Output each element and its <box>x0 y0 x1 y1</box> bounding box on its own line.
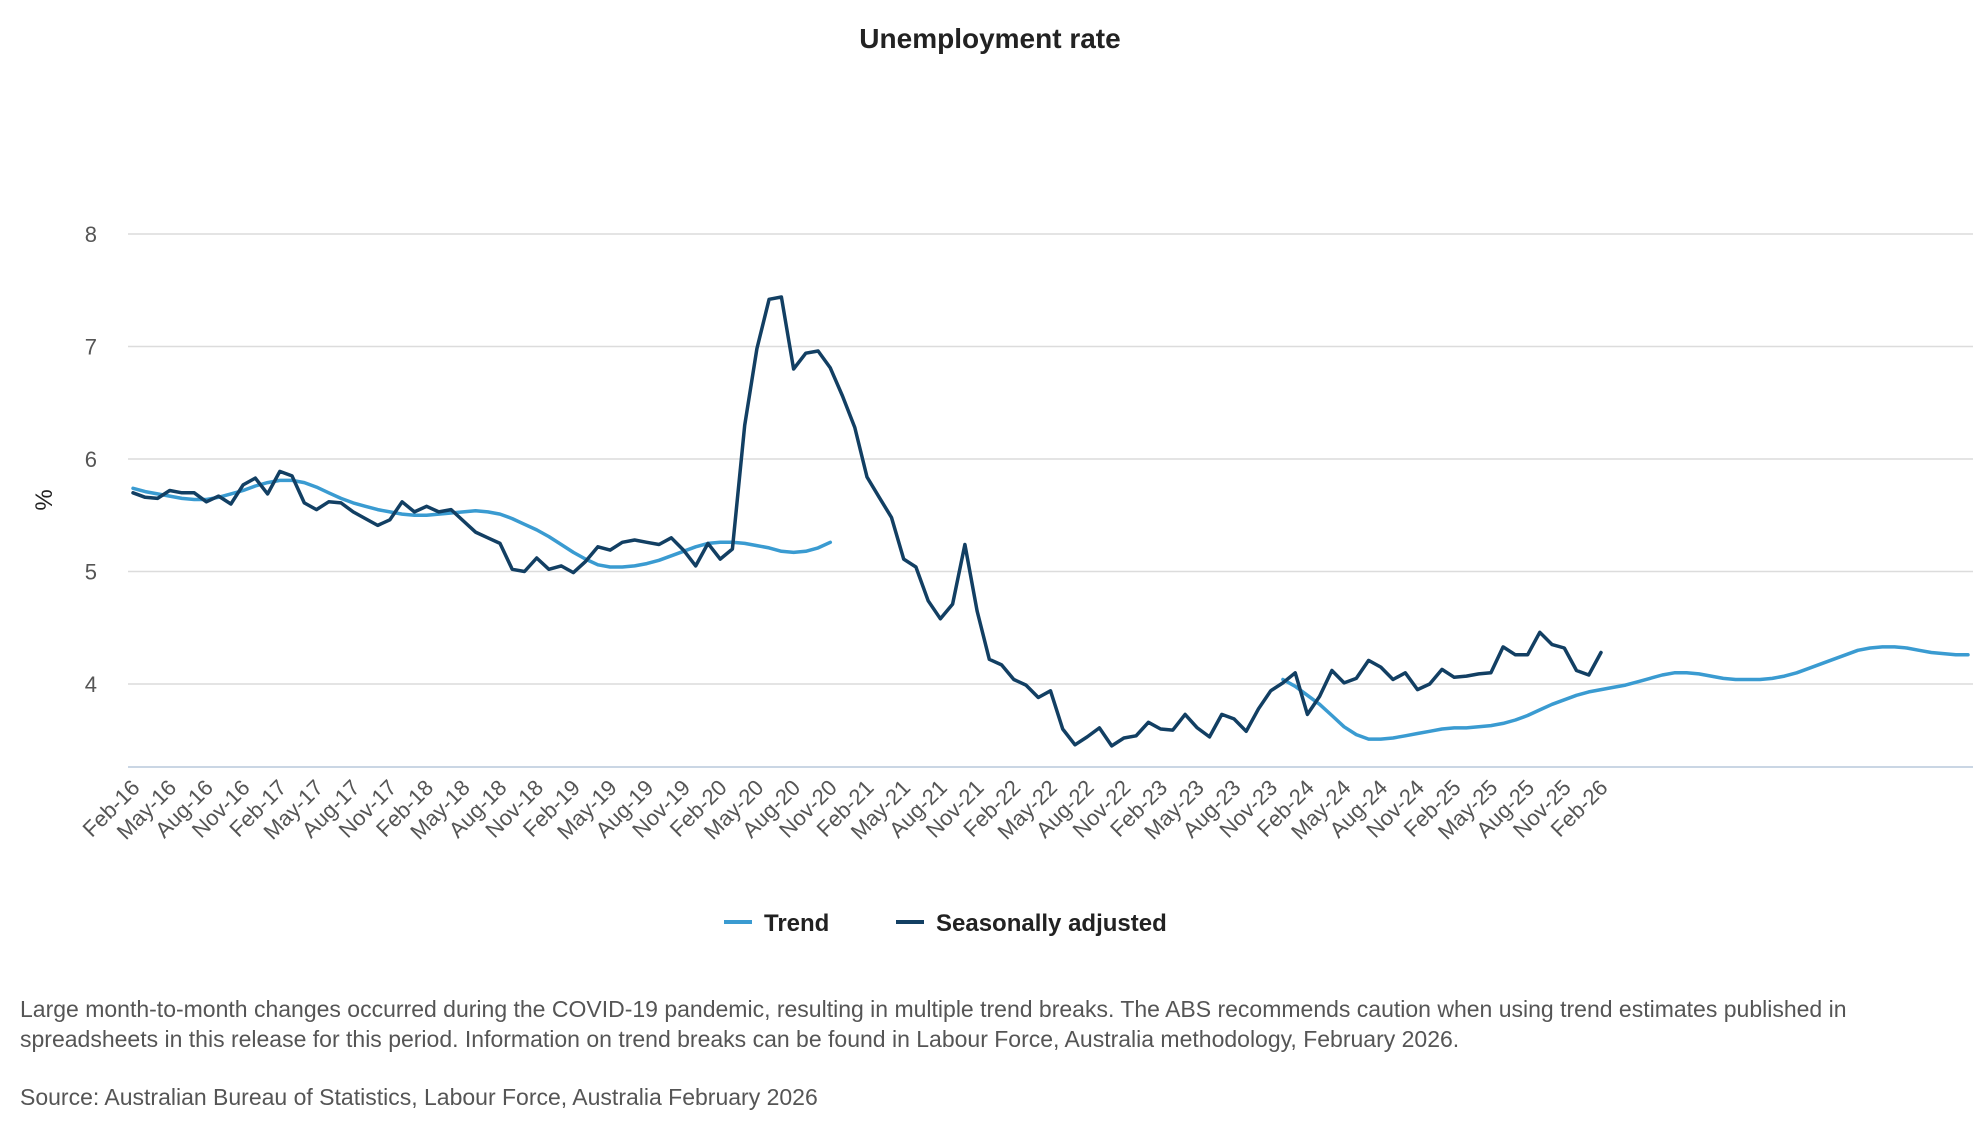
caveat-note: Large month-to-month changes occurred du… <box>20 996 1847 1052</box>
gridlines <box>128 233 1973 768</box>
y-tick-label: 7 <box>85 335 97 360</box>
x-axis-ticks: Feb-16May-16Aug-16Nov-16Feb-17May-17Aug-… <box>78 775 1613 845</box>
chart-title: Unemployment rate <box>859 23 1120 54</box>
series-line <box>1281 645 1970 741</box>
series-line <box>131 295 1603 748</box>
unemployment-chart: Unemployment rate % 4 5 6 7 8 Feb-16May-16Au… <box>31 23 1973 937</box>
y-axis-ticks: 4 5 6 7 8 <box>85 222 97 697</box>
legend-label: Seasonally adjusted <box>936 910 1167 937</box>
source-note: Source: Australian Bureau of Statistics,… <box>20 1084 818 1110</box>
legend: Trend Seasonally adjusted <box>724 910 1167 937</box>
y-tick-label: 4 <box>85 672 97 697</box>
series-layer <box>131 295 1970 748</box>
y-tick-label: 5 <box>85 560 97 585</box>
series-line <box>131 478 833 569</box>
y-tick-label: 6 <box>85 447 97 472</box>
y-axis-label: % <box>31 489 58 510</box>
series-trend <box>131 478 1970 741</box>
legend-label: Trend <box>764 910 829 937</box>
series-seasonally-adjusted <box>131 295 1603 748</box>
y-tick-label: 8 <box>85 222 97 247</box>
